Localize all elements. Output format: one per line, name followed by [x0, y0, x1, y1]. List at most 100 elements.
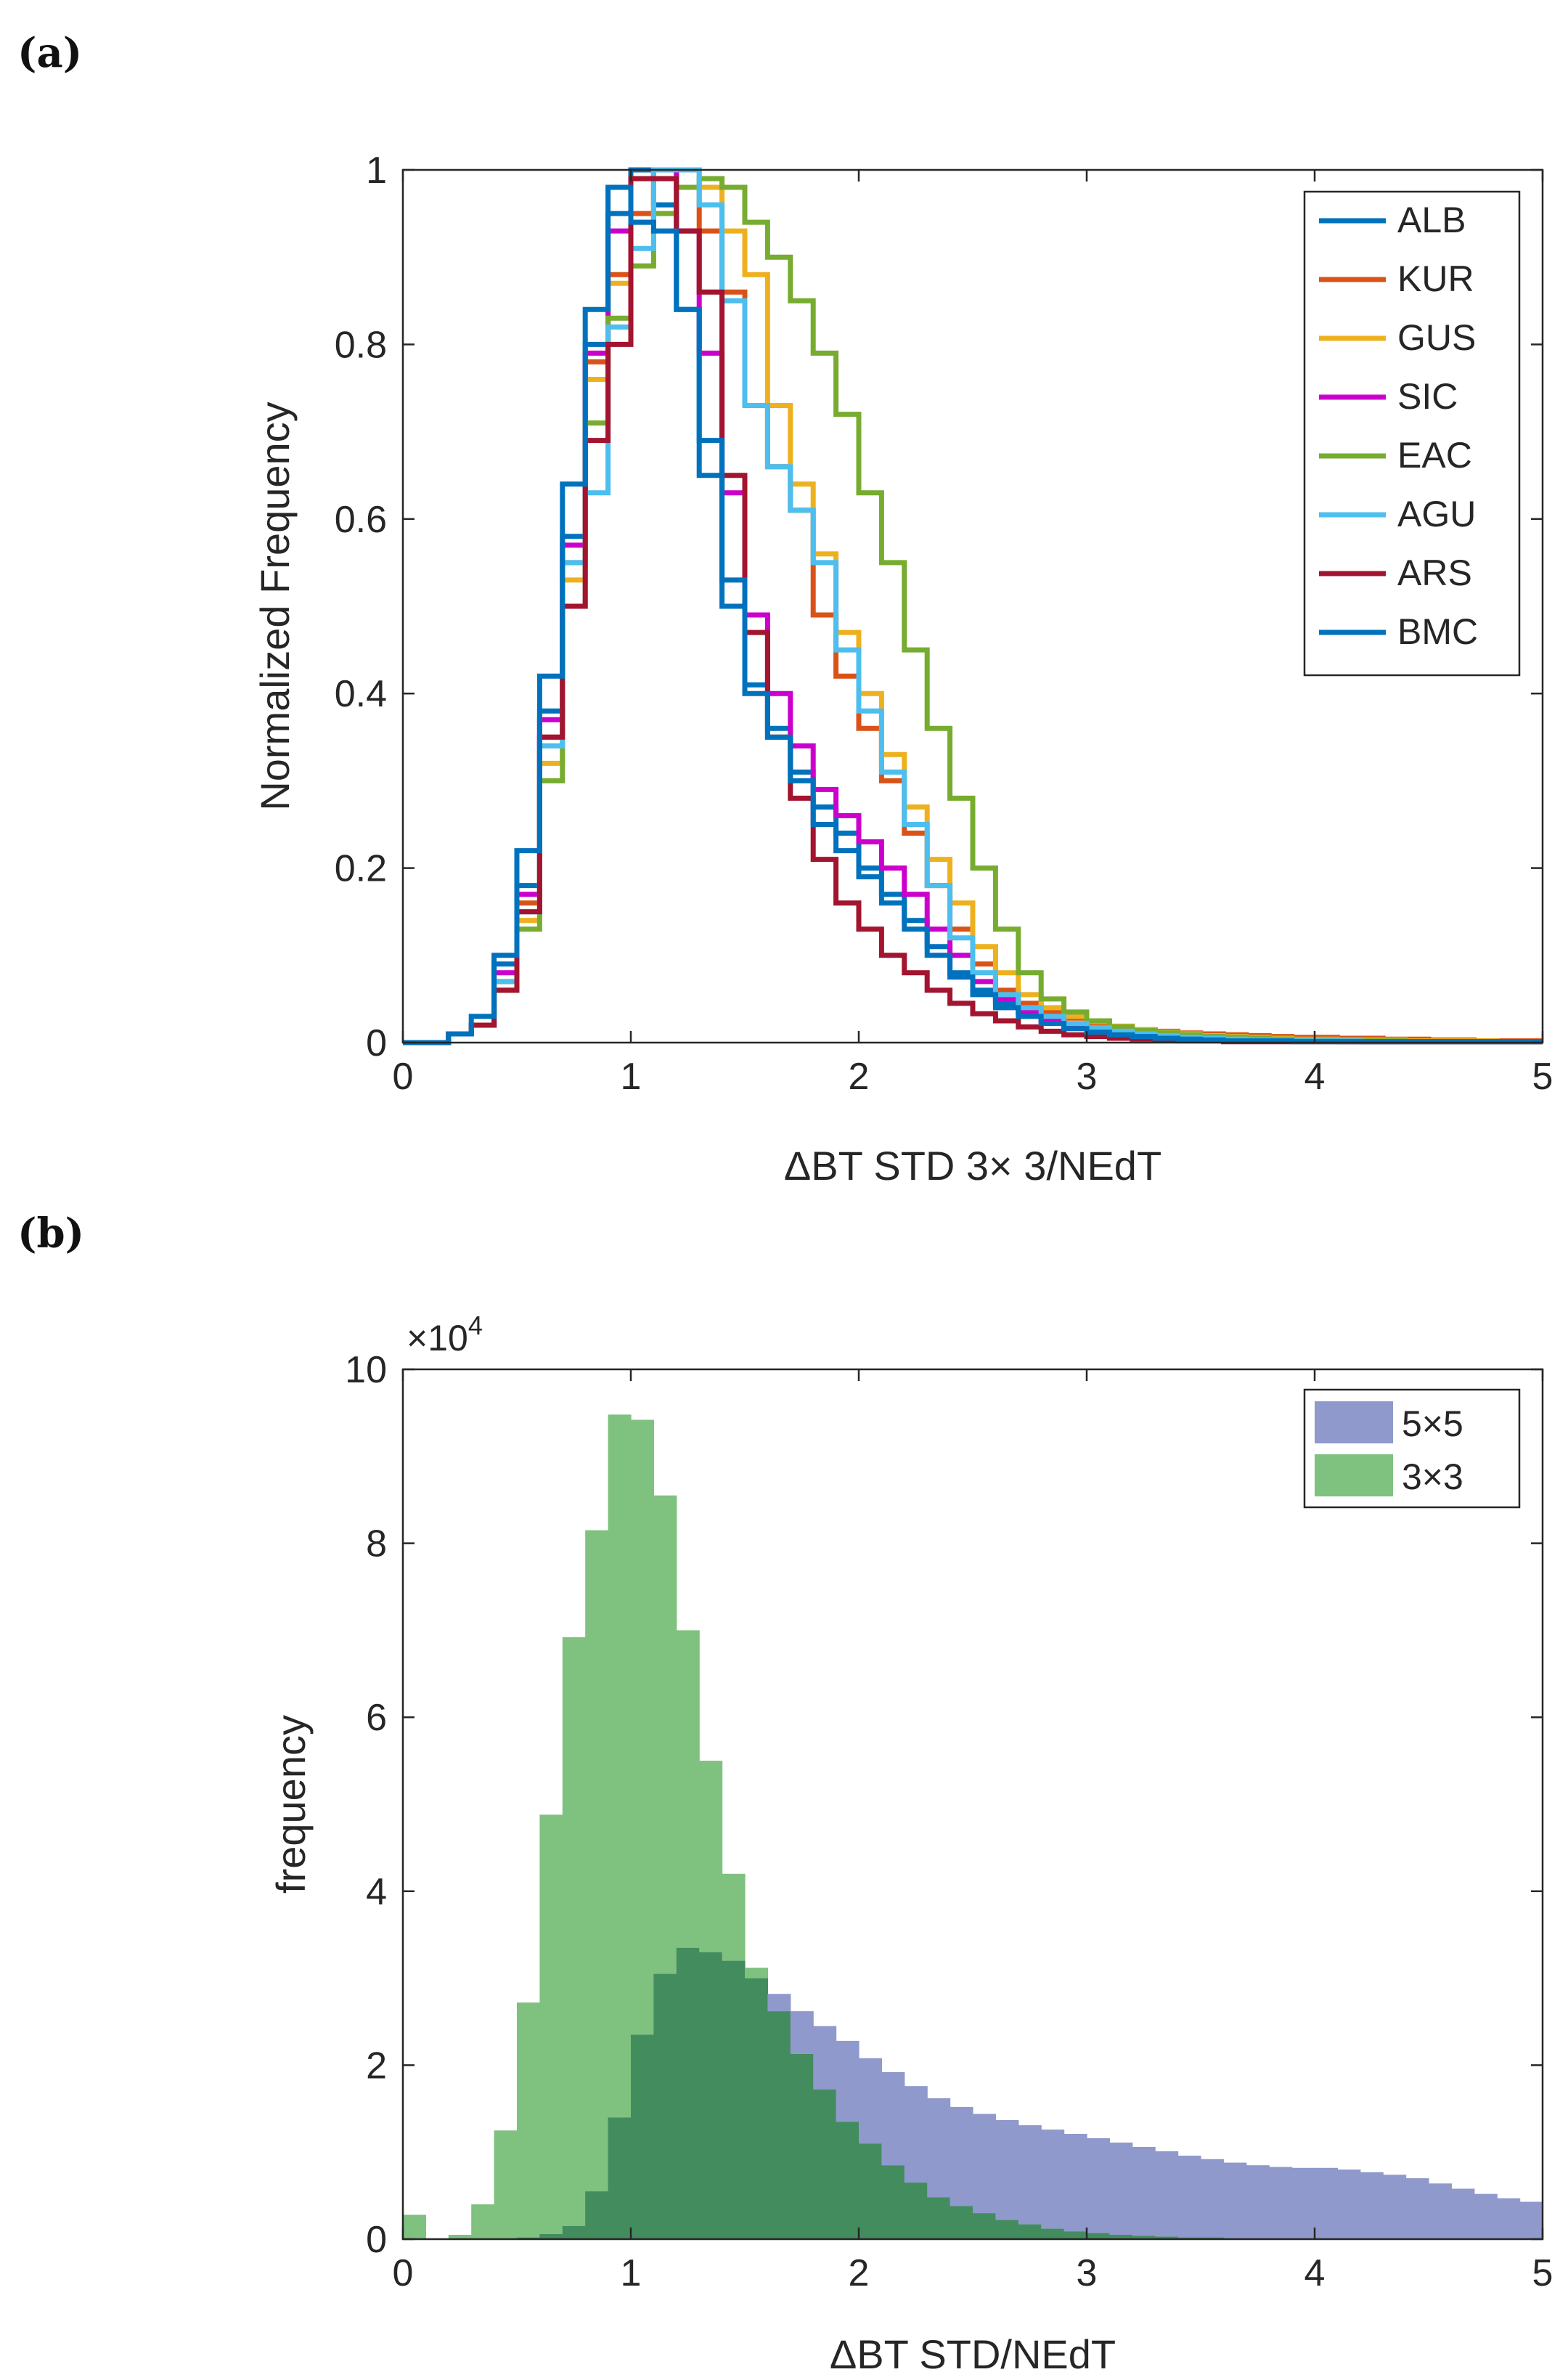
- bar-3x3: [608, 1414, 632, 2118]
- x-tick-label: 5: [1532, 2252, 1553, 2294]
- legend-label-ars: ARS: [1397, 553, 1472, 593]
- y-tick-label: 0.2: [335, 848, 387, 890]
- legend-swatch-3x3: [1315, 1454, 1393, 1496]
- bar-3x3: [471, 2204, 495, 2239]
- chart-a: 0 1 2 3 4 5 0 0.2 0.4 0.6 0.8 1 ΔBT STD 3× 3/NEdT N…: [252, 150, 1553, 1189]
- bar-5x5: [1337, 2169, 1361, 2239]
- bar-overlap: [539, 2233, 563, 2239]
- bar-5x5: [813, 2026, 837, 2090]
- bar-overlap: [1132, 2236, 1156, 2239]
- x-tick-label: 1: [621, 1056, 642, 1098]
- chart-a-legend: ALB KUR GUS SIC EAC AGU ARS BMC: [1303, 190, 1521, 677]
- bar-overlap: [813, 2089, 837, 2239]
- bar-5x5: [1109, 2143, 1133, 2235]
- bar-3x3: [448, 2235, 472, 2239]
- bar-5x5: [1474, 2193, 1498, 2239]
- legend-label-kur: KUR: [1397, 258, 1474, 299]
- y-tick-label: 0: [366, 2219, 387, 2261]
- bar-5x5: [927, 2098, 951, 2198]
- chart-b-multiplier-base: ×10: [407, 1318, 468, 1358]
- bar-overlap: [790, 2053, 814, 2239]
- bar-5x5: [1451, 2188, 1475, 2239]
- bar-5x5: [859, 2058, 882, 2144]
- bar-overlap: [904, 2183, 928, 2239]
- bar-overlap: [608, 2117, 632, 2239]
- bar-3x3: [745, 1968, 768, 1978]
- bar-3x3: [517, 2002, 540, 2238]
- y-tick-label: 2: [366, 2045, 387, 2087]
- bar-3x3: [676, 1630, 700, 1948]
- bar-5x5: [1519, 2201, 1543, 2239]
- panel-a-label: (a): [17, 29, 83, 77]
- bar-5x5: [1177, 2156, 1201, 2238]
- bar-5x5: [836, 2040, 859, 2122]
- bar-3x3: [699, 1761, 723, 1952]
- x-tick-label: 1: [621, 2252, 642, 2294]
- chart-b-legend: 5×53×3: [1303, 1388, 1521, 1509]
- chart-b-multiplier-exp: 4: [468, 1311, 483, 1340]
- bar-5x5: [1063, 2134, 1087, 2232]
- chart-b-xlabel: ΔBT STD/NEdT: [830, 2331, 1116, 2377]
- bar-5x5: [1223, 2162, 1247, 2238]
- bar-3x3: [539, 1814, 563, 2234]
- x-tick-label: 4: [1304, 2252, 1326, 2294]
- bar-5x5: [1497, 2198, 1521, 2239]
- x-tick-label: 2: [849, 1056, 870, 1098]
- chart-b-axes-box: [401, 1368, 1544, 2241]
- bar-overlap: [881, 2165, 905, 2239]
- chart-b-multiplier: ×104: [407, 1311, 483, 1358]
- bar-5x5: [1405, 2178, 1429, 2239]
- bar-5x5: [790, 2011, 814, 2054]
- bar-3x3: [562, 1637, 586, 2226]
- bar-5x5: [767, 1994, 791, 2012]
- legend-label-eac: EAC: [1397, 435, 1472, 476]
- bar-5x5: [1041, 2130, 1065, 2229]
- x-tick-label: 0: [393, 1056, 414, 1098]
- y-tick-label: 8: [366, 1523, 387, 1565]
- bar-overlap: [722, 1960, 746, 2239]
- bar-overlap: [995, 2220, 1019, 2239]
- bar-5x5: [904, 2086, 928, 2183]
- bar-overlap: [676, 1947, 700, 2239]
- bar-overlap: [767, 2011, 791, 2239]
- bar-overlap: [836, 2122, 859, 2239]
- bar-5x5: [1155, 2151, 1179, 2237]
- y-tick-label: 10: [345, 1349, 387, 1391]
- y-tick-label: 0: [366, 1022, 387, 1064]
- bar-overlap: [1063, 2231, 1087, 2239]
- bar-3x3: [494, 2130, 518, 2240]
- bar-overlap: [1041, 2228, 1065, 2239]
- x-tick-label: 2: [849, 2252, 870, 2294]
- bar-overlap: [745, 1978, 768, 2239]
- chart-a-xlabel: ΔBT STD 3× 3/NEdT: [784, 1143, 1161, 1189]
- bar-5x5: [1246, 2165, 1270, 2238]
- bar-overlap: [1087, 2233, 1110, 2239]
- legend-swatch-5x5: [1315, 1401, 1393, 1443]
- legend-box: [1303, 190, 1521, 677]
- x-tick-label: 3: [1077, 2252, 1098, 2294]
- y-tick-label: 6: [366, 1697, 387, 1739]
- x-tick-label: 4: [1304, 1056, 1326, 1098]
- bar-overlap: [973, 2213, 996, 2239]
- bar-overlap: [699, 1952, 723, 2239]
- panel-b-label: (b): [17, 1210, 85, 1258]
- bar-overlap: [631, 2034, 654, 2239]
- bar-5x5: [1291, 2167, 1315, 2238]
- bar-5x5: [1360, 2172, 1384, 2239]
- bar-overlap: [859, 2143, 882, 2239]
- bar-overlap: [1155, 2236, 1179, 2239]
- legend-label-alb: ALB: [1397, 200, 1466, 240]
- y-tick-label: 4: [366, 1871, 387, 1913]
- bar-3x3: [631, 1419, 654, 2035]
- bar-overlap: [1018, 2224, 1042, 2239]
- bar-5x5: [1269, 2167, 1293, 2238]
- y-tick-label: 0.4: [335, 673, 387, 715]
- chart-a-axes-box: [401, 168, 1544, 1044]
- legend-label-bmc: BMC: [1397, 611, 1478, 652]
- legend-label-5x5: 5×5: [1402, 1403, 1463, 1444]
- chart-a-ylabel: Normalized Frequency: [252, 402, 298, 810]
- legend-label-3x3: 3×3: [1402, 1456, 1463, 1497]
- bar-3x3: [585, 1530, 609, 2192]
